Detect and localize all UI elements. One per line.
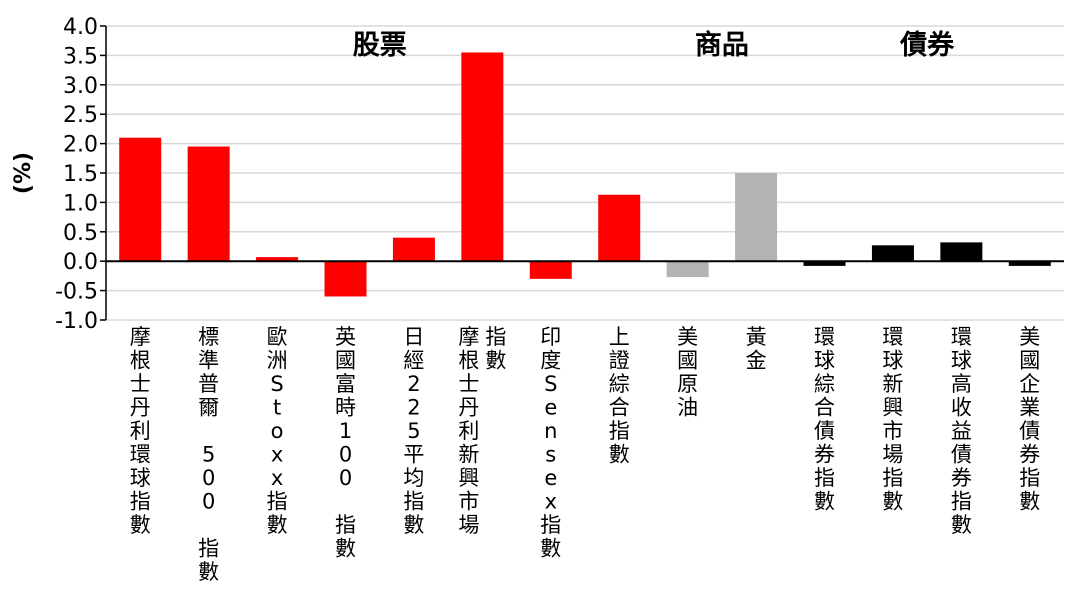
group-label-0: 股票 [353, 30, 407, 61]
category-label: 日經 2 2 5 平均指數 [403, 325, 424, 537]
y-axis-title: (%) [11, 152, 36, 194]
y-tick-label: 0.0 [63, 250, 98, 275]
y-tick-label: -0.5 [55, 280, 98, 305]
bar-10 [803, 261, 846, 266]
category-label: 黃金 [746, 325, 767, 373]
group-label-1: 商品 [695, 30, 749, 61]
bar-13 [1008, 261, 1051, 266]
bar-4 [392, 237, 435, 262]
y-tick-label: 1.5 [63, 162, 98, 187]
category-label: 環球綜合債券指數 [814, 325, 835, 514]
y-tick-label: 3.0 [63, 74, 98, 99]
bar-8 [666, 261, 709, 278]
y-tick-label: 3.5 [63, 44, 98, 69]
y-tick-label: 2.5 [63, 103, 98, 128]
bar-5 [461, 52, 504, 262]
y-tick-label: 2.0 [63, 133, 98, 158]
category-label: 環球高收益債券指數 [951, 325, 972, 537]
bar-6 [529, 261, 572, 279]
category-label: 上證綜合指數 [609, 325, 630, 467]
y-tick-label: 1.0 [63, 191, 98, 216]
category-label: 美國原油 [677, 325, 698, 420]
bar-0 [119, 137, 162, 262]
bar-9 [735, 173, 778, 262]
bar-3 [324, 261, 367, 297]
bar-2 [256, 257, 299, 262]
y-tick-label: -1.0 [55, 309, 98, 334]
category-label: 摩根士丹利環球指數 [130, 325, 151, 537]
category-label: 美國企業債券指數 [1019, 325, 1040, 514]
category-label: 摩根士丹利新興市場 [458, 325, 479, 537]
bar-1 [187, 146, 230, 262]
bar-12 [940, 242, 983, 262]
group-label-2: 債券 [899, 29, 955, 61]
y-tick-label: 4.0 [63, 15, 98, 40]
category-label: 指數 [485, 325, 506, 373]
bar-11 [871, 245, 914, 262]
bar-7 [598, 194, 641, 262]
category-label: 英國富時 1 0 0 指數 [335, 325, 356, 561]
category-label: 環球新興市場指數 [882, 325, 903, 514]
y-tick-label: 0.5 [63, 221, 98, 246]
